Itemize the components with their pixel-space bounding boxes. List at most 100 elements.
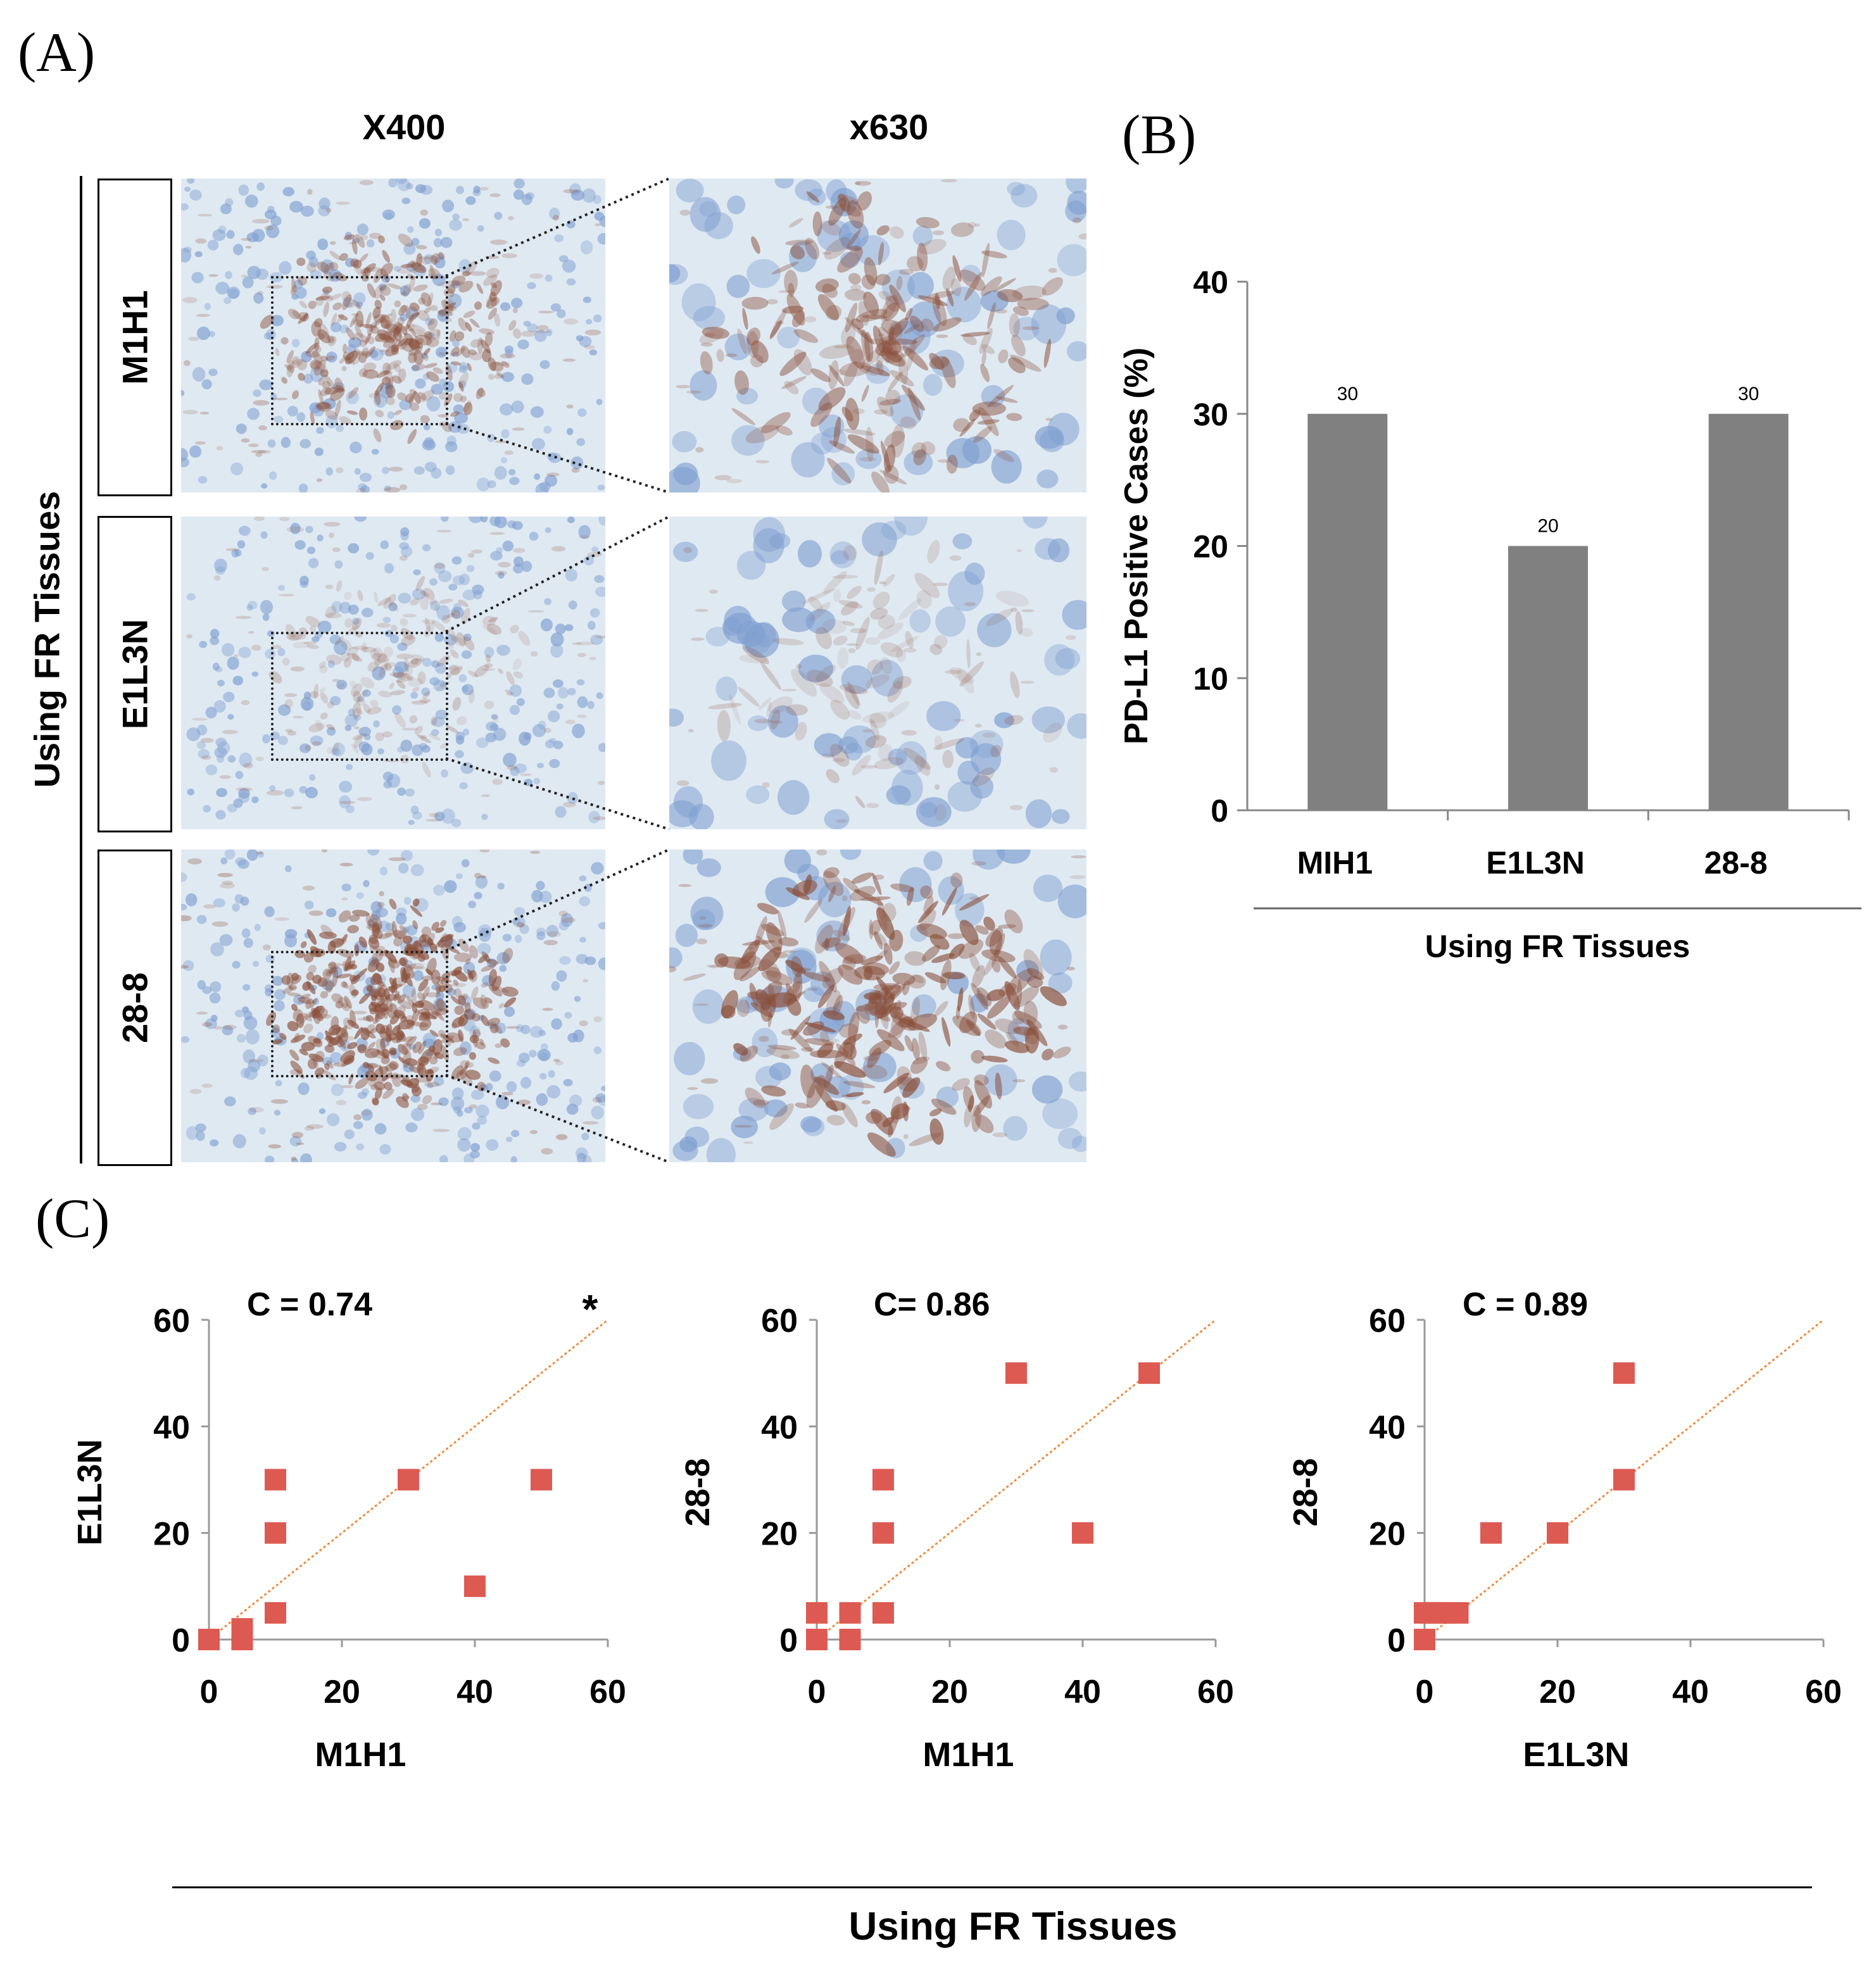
bar-y-tick-label: 0 <box>1211 793 1228 829</box>
zoom-region-box-m1h1 <box>271 276 448 425</box>
magnification-x400-header: X400 <box>362 107 446 147</box>
bar-mih1 <box>1307 413 1388 810</box>
scatter-y-tick-label: 0 <box>1387 1622 1406 1659</box>
panel-a-letter: (A) <box>18 22 96 84</box>
scatter-point <box>531 1469 552 1491</box>
scatter-point <box>398 1469 419 1491</box>
bar-x-axis-title: Using FR Tissues <box>1425 929 1690 964</box>
scatter-y-tick-label: 20 <box>153 1516 190 1553</box>
scatter-x-tick-label: 20 <box>1539 1674 1576 1710</box>
scatter-x-tick-label: 40 <box>1064 1674 1101 1710</box>
scatter-point <box>1447 1602 1469 1624</box>
scatter-y-tick-label: 0 <box>779 1622 798 1659</box>
scatter-y-axis-title: 28-8 <box>1287 1458 1325 1526</box>
micrograph-28-8-x630 <box>669 850 1086 1162</box>
scatter-y-tick-label: 20 <box>1369 1516 1406 1553</box>
micrograph-m1h1-x630 <box>669 179 1086 492</box>
scatter-y-tick-label: 60 <box>761 1303 798 1339</box>
scatter-point <box>265 1522 286 1544</box>
scatter-correlation-title: C = 0.89 <box>1463 1286 1588 1323</box>
scatter-x-tick-label: 20 <box>324 1674 360 1710</box>
scatter-y-tick-label: 20 <box>761 1516 798 1553</box>
scatter-point <box>464 1575 486 1597</box>
scatter-x-axis-title: E1L3N <box>1523 1736 1629 1774</box>
scatter-m1h1-vs-28-8: 00 20 20 40 40 60 60 C= 0.86 M1H1 28-8 <box>679 1286 1234 1774</box>
bar-data-label: 20 <box>1537 516 1558 537</box>
scatter-point <box>872 1469 894 1491</box>
scatter-point <box>1613 1362 1635 1384</box>
scatter-y-tick-label: 0 <box>172 1622 190 1659</box>
scatter-x-tick-label: 20 <box>931 1674 968 1710</box>
scatter-point <box>806 1629 828 1650</box>
panel-c-bottom-title: Using FR Tissues <box>848 1905 1178 1948</box>
micrograph-e1l3n-x400 <box>181 517 605 829</box>
scatter-point <box>872 1522 894 1544</box>
scatter-x-tick-label: 0 <box>200 1674 218 1710</box>
row-label-e1l3n-text: E1L3N <box>115 618 155 730</box>
scatter-point <box>839 1602 861 1624</box>
scatter-x-tick-label: 0 <box>808 1674 826 1710</box>
scatter-point <box>231 1618 253 1640</box>
scatter-m1h1-vs-e1l3n: 00 20 20 40 40 60 60 C = 0.74 * M1H1 E1L3N <box>71 1286 626 1774</box>
scatter-y-tick-label: 60 <box>153 1303 190 1339</box>
zoom-region-box-e1l3n <box>271 632 448 761</box>
scatter-point <box>1072 1522 1093 1544</box>
bar-y-axis-title: PD-L1 Positive Cases (%) <box>1118 348 1155 744</box>
scatter-point <box>198 1629 220 1650</box>
scatter-point <box>872 1602 894 1624</box>
row-label-m1h1-text: M1H1 <box>115 290 155 385</box>
scatter-x-tick-label: 60 <box>1805 1674 1842 1710</box>
scatter-correlation-title: C = 0.74 <box>247 1286 372 1323</box>
row-label-m1h1: M1H1 <box>98 179 172 496</box>
panel-b-letter: (B) <box>1122 104 1197 166</box>
scatter-y-tick-label: 40 <box>761 1409 798 1446</box>
bar-y-tick-label: 30 <box>1193 397 1228 432</box>
scatter-y-axis-title: E1L3N <box>71 1439 109 1545</box>
scatter-y-axis-title: 28-8 <box>679 1458 717 1526</box>
scatter-x-tick-label: 60 <box>1197 1674 1234 1710</box>
scatter-point <box>839 1629 861 1650</box>
micrograph-e1l3n-x630 <box>669 517 1086 829</box>
scatter-point <box>806 1602 828 1624</box>
row-label-28-8-text: 28-8 <box>115 972 155 1044</box>
scatter-x-tick-label: 60 <box>589 1674 626 1710</box>
scatter-point <box>265 1602 286 1624</box>
bar-category-label: E1L3N <box>1486 845 1585 881</box>
scatter-point <box>1005 1362 1027 1384</box>
scatter-point <box>1480 1522 1502 1544</box>
panel-a-side-bracket <box>80 176 82 1163</box>
scatter-x-axis-title: M1H1 <box>922 1736 1014 1774</box>
panel-c-letter: (C) <box>35 1188 110 1250</box>
row-label-e1l3n: E1L3N <box>98 516 172 832</box>
scatter-e1l3n-vs-28-8: 00 20 20 40 40 60 60 C = 0.89 E1L3N 28-8 <box>1287 1286 1842 1774</box>
scatter-y-tick-label: 60 <box>1369 1303 1406 1339</box>
panel-c-bottom-rule <box>172 1886 1812 1888</box>
scatter-point <box>1613 1469 1635 1491</box>
scatter-x-tick-label: 0 <box>1416 1674 1434 1710</box>
bar-category-label: 28-8 <box>1704 845 1768 881</box>
bar-category-label: MIH1 <box>1297 845 1373 881</box>
scatter-point <box>1138 1362 1160 1384</box>
pd-l1-bar-chart: 0 10 20 30 40 30 MIH1 20 E1L3N 30 28-8 Using FR Tis… <box>1118 265 1861 964</box>
row-label-28-8: 28-8 <box>98 850 172 1166</box>
bar-data-label: 30 <box>1337 384 1358 405</box>
zoom-region-box-28-8 <box>271 951 448 1077</box>
bar-y-tick-label: 40 <box>1193 265 1228 300</box>
bar-data-label: 30 <box>1738 384 1759 405</box>
scatter-x-tick-label: 40 <box>1672 1674 1709 1710</box>
scatter-significance-mark: * <box>582 1286 598 1332</box>
scatter-point <box>1414 1629 1435 1650</box>
scatter-y-tick-label: 40 <box>1369 1409 1406 1446</box>
scatter-point <box>265 1469 286 1491</box>
scatter-correlation-title: C= 0.86 <box>874 1286 990 1323</box>
scatter-x-axis-title: M1H1 <box>315 1736 406 1774</box>
scatter-point <box>1547 1522 1568 1544</box>
scatter-y-tick-label: 40 <box>153 1409 190 1446</box>
bar-28-8 <box>1708 413 1789 810</box>
panel-a-side-title: Using FR Tissues <box>27 491 67 788</box>
magnification-x630-header: x630 <box>849 107 929 147</box>
bar-e1l3n <box>1508 546 1588 810</box>
scatter-x-tick-label: 40 <box>456 1674 493 1710</box>
bar-y-tick-label: 20 <box>1193 529 1228 565</box>
bar-y-tick-label: 10 <box>1193 661 1228 696</box>
